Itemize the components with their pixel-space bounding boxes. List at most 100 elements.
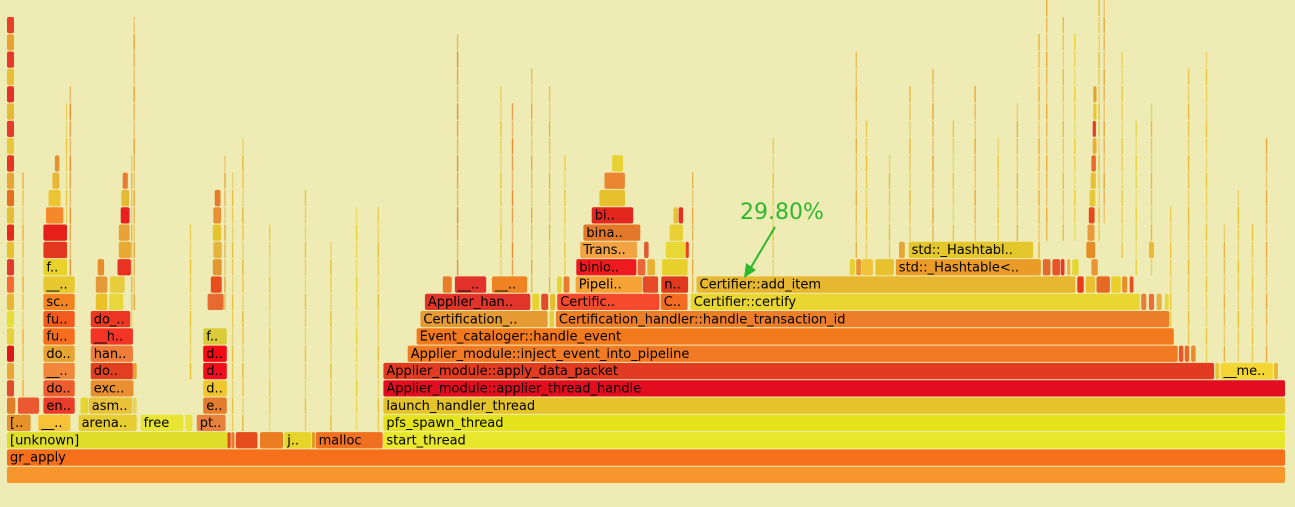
sliver-frame[interactable]	[932, 189, 934, 207]
sliver-frame[interactable]	[269, 397, 271, 414]
sliver-frame[interactable]	[231, 241, 234, 259]
frame-rect[interactable]	[120, 207, 130, 224]
frame[interactable]	[7, 241, 14, 259]
sliver-frame[interactable]	[772, 241, 774, 259]
sliver-frame[interactable]	[1150, 155, 1153, 172]
sliver-frame[interactable]	[952, 207, 955, 224]
frame-rect[interactable]	[492, 276, 528, 293]
frame-rect[interactable]	[669, 224, 683, 241]
sliver-frame[interactable]	[1103, 207, 1105, 224]
sliver-frame[interactable]	[330, 241, 332, 259]
sliver-frame[interactable]	[1121, 224, 1123, 241]
sliver-frame[interactable]	[355, 276, 358, 293]
frame-rect[interactable]	[7, 328, 14, 345]
frame[interactable]: f..	[43, 259, 67, 276]
frame[interactable]	[7, 86, 14, 103]
sliver-frame[interactable]	[377, 259, 379, 276]
sliver-frame[interactable]	[69, 189, 71, 207]
sliver-frame[interactable]	[1170, 224, 1172, 241]
sliver-frame[interactable]	[1016, 207, 1018, 224]
sliver-frame[interactable]	[131, 207, 133, 224]
frame-rect[interactable]	[1093, 86, 1097, 103]
sliver-frame[interactable]	[1103, 51, 1105, 68]
sliver-frame[interactable]	[269, 241, 271, 259]
sliver-frame[interactable]	[855, 103, 857, 120]
frame-rect[interactable]	[7, 172, 14, 189]
sliver-frame[interactable]	[269, 328, 271, 345]
frame-rect[interactable]	[43, 362, 75, 380]
frame[interactable]: free	[140, 414, 184, 431]
frame-rect[interactable]	[7, 16, 14, 34]
frame-rect[interactable]	[383, 414, 1285, 432]
frame[interactable]: j..	[284, 432, 312, 449]
frame[interactable]	[1096, 276, 1110, 293]
sliver-frame[interactable]	[974, 189, 976, 207]
frame[interactable]: Certific..	[557, 293, 660, 310]
frame[interactable]: [..	[7, 414, 31, 431]
frame-rect[interactable]	[1042, 259, 1051, 276]
sliver-frame[interactable]	[1205, 207, 1208, 224]
sliver-frame[interactable]	[304, 259, 307, 276]
sliver-frame[interactable]	[189, 328, 192, 345]
sliver-frame[interactable]	[531, 172, 533, 189]
sliver-frame[interactable]	[974, 120, 976, 137]
sliver-frame[interactable]	[1121, 155, 1123, 172]
sliver-frame[interactable]	[932, 172, 934, 189]
sliver-frame[interactable]	[1237, 241, 1240, 259]
frame[interactable]	[669, 224, 683, 241]
sliver-frame[interactable]	[1205, 259, 1208, 276]
sliver-frame[interactable]	[269, 293, 271, 310]
sliver-frame[interactable]	[865, 224, 868, 241]
frame-rect[interactable]	[1122, 276, 1128, 293]
sliver-frame[interactable]	[242, 293, 244, 310]
frame-rect[interactable]	[7, 432, 228, 449]
frame[interactable]: malloc	[315, 432, 383, 449]
sliver-frame[interactable]	[189, 224, 192, 241]
frame-rect[interactable]	[121, 189, 130, 207]
sliver-frame[interactable]	[456, 241, 459, 259]
sliver-frame[interactable]	[330, 259, 332, 276]
sliver-frame[interactable]	[1135, 120, 1137, 137]
sliver-frame[interactable]	[355, 414, 358, 432]
frame-rect[interactable]	[1052, 259, 1061, 276]
sliver-frame[interactable]	[1150, 103, 1153, 120]
sliver-frame[interactable]	[1150, 207, 1153, 224]
frame-rect[interactable]	[557, 293, 660, 310]
frame[interactable]	[856, 259, 862, 276]
sliver-frame[interactable]	[1170, 311, 1172, 328]
frame[interactable]	[1191, 345, 1196, 362]
sliver-frame[interactable]	[1046, 120, 1048, 137]
sliver-frame[interactable]	[65, 189, 68, 207]
sliver-frame[interactable]	[548, 155, 551, 172]
sliver-frame[interactable]	[1103, 103, 1105, 120]
sliver-frame[interactable]	[377, 241, 379, 259]
sliver-frame[interactable]	[377, 380, 379, 397]
frame[interactable]	[1092, 120, 1096, 137]
sliver-frame[interactable]	[1187, 86, 1190, 103]
frame[interactable]	[604, 172, 625, 189]
frame-rect[interactable]	[661, 276, 689, 293]
frame[interactable]	[644, 241, 649, 259]
sliver-frame[interactable]	[932, 207, 934, 224]
frame-rect[interactable]	[875, 259, 894, 276]
frame[interactable]	[563, 276, 570, 293]
frame-rect[interactable]	[196, 414, 226, 432]
frame[interactable]: start_thread	[383, 432, 1285, 449]
frame[interactable]: pfs_spawn_thread	[383, 414, 1285, 432]
sliver-frame[interactable]	[1265, 224, 1268, 241]
frame[interactable]	[207, 293, 224, 310]
frame[interactable]: en..	[43, 397, 75, 414]
sliver-frame[interactable]	[909, 103, 911, 120]
sliver-frame[interactable]	[224, 189, 226, 207]
frame[interactable]	[109, 293, 124, 310]
sliver-frame[interactable]	[242, 414, 244, 432]
sliver-frame[interactable]	[974, 86, 976, 103]
frame[interactable]: Trans..	[580, 241, 638, 259]
sliver-frame[interactable]	[1121, 189, 1123, 207]
frame[interactable]: Applier_module::apply_data_packet	[383, 362, 1215, 379]
frame-rect[interactable]	[95, 293, 108, 310]
sliver-frame[interactable]	[1251, 276, 1254, 293]
sliver-frame[interactable]	[377, 362, 379, 380]
sliver-frame[interactable]	[865, 155, 868, 172]
sliver-frame[interactable]	[69, 138, 71, 155]
